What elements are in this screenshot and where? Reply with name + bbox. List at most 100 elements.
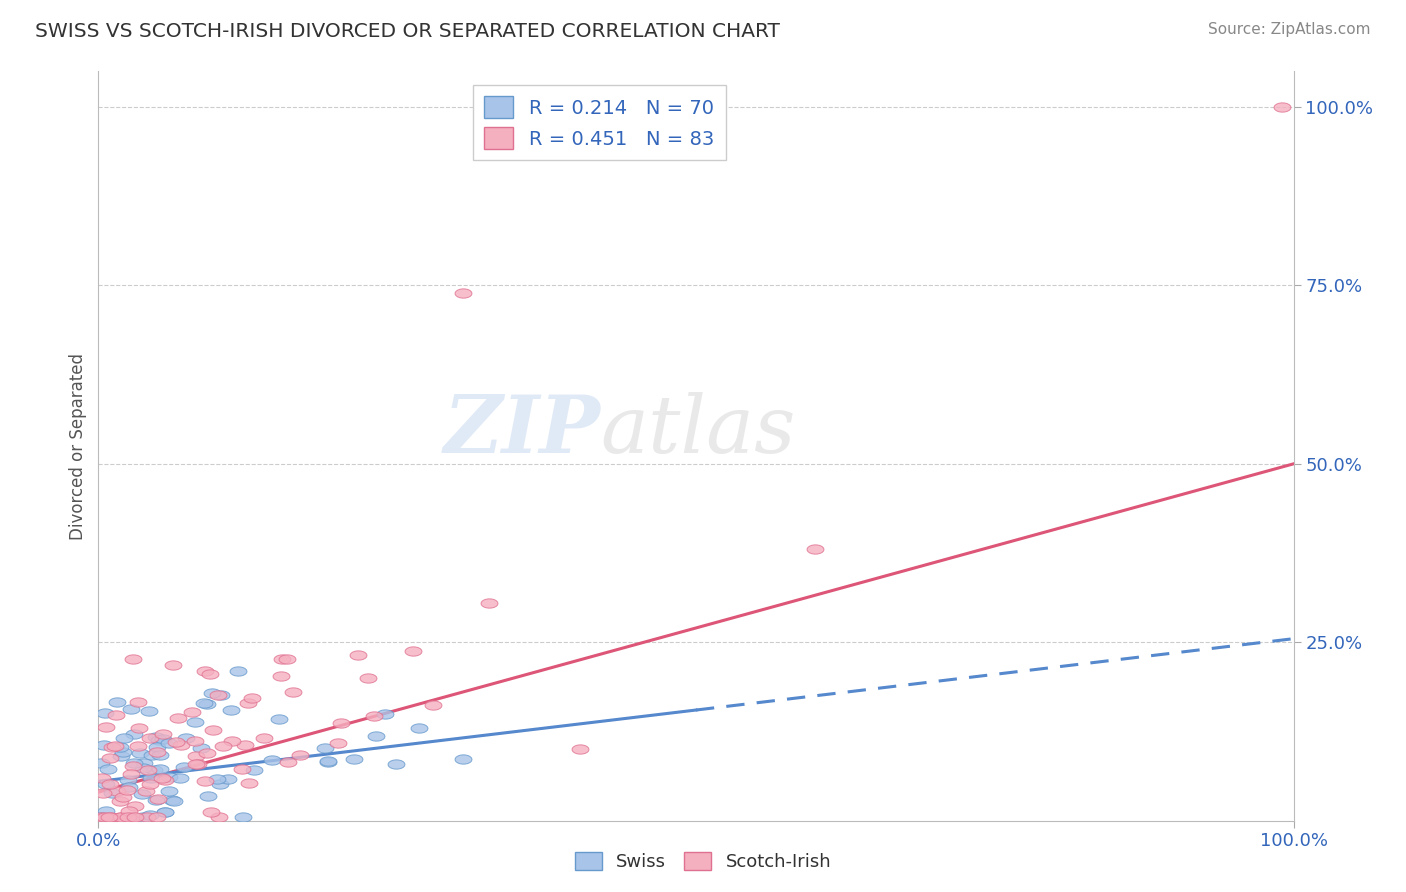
Point [132,761,155,775]
Point [209,688,232,702]
Point [166,711,188,725]
Point [131,787,153,801]
Point [184,756,207,771]
Point [207,810,229,824]
Point [139,771,162,785]
Point [314,740,336,755]
Point [124,726,146,740]
Point [343,752,366,766]
Point [129,746,152,760]
Point [104,739,127,753]
Point [136,763,159,777]
Point [242,691,264,706]
Point [153,805,176,819]
Point [187,757,209,772]
Point [163,794,186,808]
Point [402,643,425,657]
Point [110,810,132,824]
Point [131,810,153,824]
Point [316,755,339,769]
Point [219,703,242,717]
Point [162,793,184,807]
Point [243,763,266,777]
Point [180,705,202,719]
Point [97,810,120,824]
Point [141,747,163,762]
Legend: R = 0.214   N = 70, R = 0.451   N = 83: R = 0.214 N = 70, R = 0.451 N = 83 [472,85,725,161]
Point [198,666,221,681]
Y-axis label: Divorced or Separated: Divorced or Separated [69,352,87,540]
Point [142,764,165,778]
Point [127,695,149,709]
Point [162,658,184,673]
Point [101,786,124,800]
Legend: Swiss, Scotch-Irish: Swiss, Scotch-Irish [568,845,838,879]
Point [107,695,129,709]
Point [96,720,118,734]
Point [205,772,228,786]
Point [253,731,276,745]
Point [146,792,169,806]
Point [152,727,174,741]
Point [134,756,156,770]
Point [422,698,444,713]
Point [232,810,254,824]
Point [290,748,312,763]
Point [193,696,215,710]
Point [173,760,195,774]
Point [120,702,142,716]
Point [195,746,218,760]
Point [128,722,150,736]
Point [159,783,181,797]
Point [120,766,142,780]
Point [231,762,253,776]
Point [478,596,501,610]
Point [110,810,132,824]
Point [138,704,160,718]
Point [330,715,353,730]
Point [208,777,231,791]
Point [174,731,197,746]
Point [104,708,127,723]
Point [183,714,205,729]
Point [197,789,219,803]
Point [134,784,156,798]
Point [195,697,218,711]
Point [207,688,229,702]
Point [98,751,121,765]
Point [121,652,143,666]
Point [94,810,117,824]
Point [139,777,162,791]
Text: ZIP: ZIP [443,392,600,470]
Point [122,810,145,824]
Point [97,762,120,776]
Point [267,712,290,726]
Point [145,793,167,807]
Point [146,739,169,754]
Point [108,794,131,808]
Point [228,665,250,679]
Point [110,740,132,755]
Point [101,739,124,754]
Point [276,651,298,665]
Point [1271,100,1294,114]
Point [451,285,474,300]
Point [145,810,167,824]
Point [211,739,233,753]
Point [165,735,187,749]
Point [138,731,160,745]
Point [190,740,212,755]
Text: SWISS VS SCOTCH-IRISH DIVORCED OR SEPARATED CORRELATION CHART: SWISS VS SCOTCH-IRISH DIVORCED OR SEPARA… [35,22,780,41]
Text: atlas: atlas [600,392,796,470]
Point [91,786,114,800]
Point [153,772,176,787]
Point [110,748,132,763]
Point [357,671,380,685]
Point [453,752,475,766]
Point [94,777,117,791]
Point [148,747,170,762]
Point [385,756,408,771]
Point [364,729,387,743]
Point [118,805,141,819]
Point [184,749,207,764]
